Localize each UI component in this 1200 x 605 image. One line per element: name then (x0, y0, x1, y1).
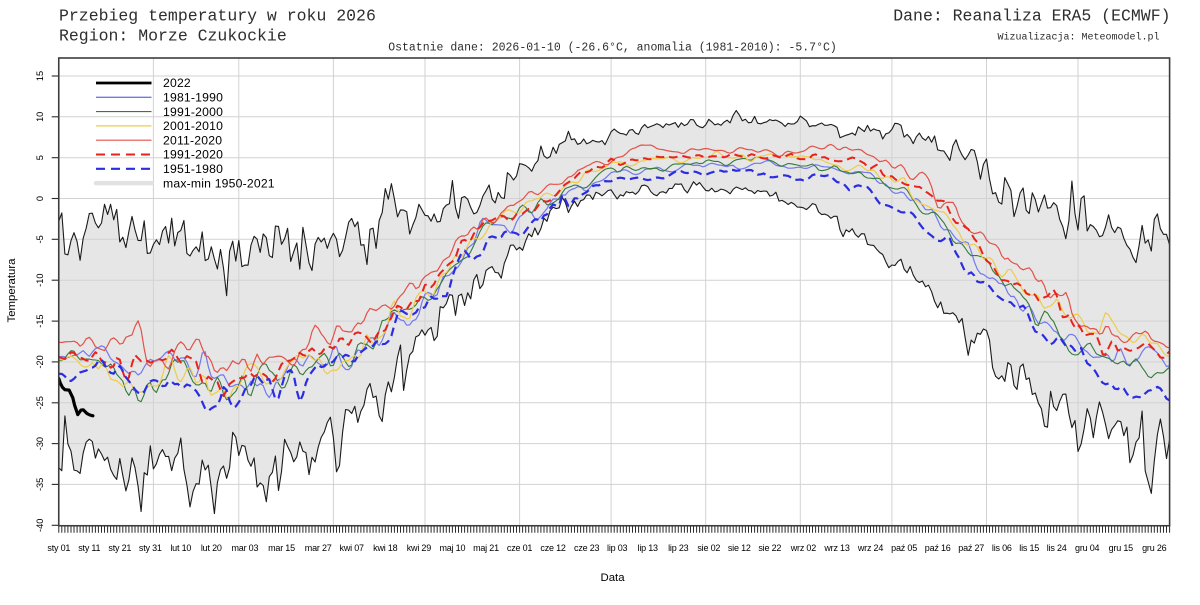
svg-text:paź 27: paź 27 (958, 543, 984, 553)
svg-text:sie 12: sie 12 (728, 543, 751, 553)
svg-text:maj 21: maj 21 (473, 543, 499, 553)
svg-text:paź 05: paź 05 (891, 543, 917, 553)
svg-text:sty 31: sty 31 (139, 543, 162, 553)
svg-text:gru 15: gru 15 (1109, 543, 1134, 553)
svg-text:2011-2020: 2011-2020 (163, 133, 222, 147)
svg-text:mar 15: mar 15 (268, 543, 295, 553)
svg-text:5: 5 (35, 155, 45, 160)
svg-text:kwi 29: kwi 29 (407, 543, 432, 553)
svg-text:cze 23: cze 23 (574, 543, 600, 553)
svg-text:-20: -20 (35, 355, 45, 368)
svg-text:sty 01: sty 01 (47, 543, 70, 553)
svg-text:lis 15: lis 15 (1019, 543, 1039, 553)
svg-text:-15: -15 (35, 314, 45, 327)
svg-text:paź 16: paź 16 (925, 543, 951, 553)
svg-text:cze 12: cze 12 (540, 543, 566, 553)
svg-text:1991-2000: 1991-2000 (163, 105, 223, 119)
svg-text:lis 24: lis 24 (1047, 543, 1067, 553)
svg-text:gru 04: gru 04 (1075, 543, 1100, 553)
svg-text:mar 03: mar 03 (231, 543, 258, 553)
svg-text:cze 01: cze 01 (507, 543, 533, 553)
svg-text:lip 03: lip 03 (607, 543, 628, 553)
svg-text:2001-2010: 2001-2010 (163, 119, 223, 133)
svg-text:1991-2020: 1991-2020 (163, 148, 223, 162)
svg-text:Dane: Reanaliza ERA5 (ECMWF): Dane: Reanaliza ERA5 (ECMWF) (893, 7, 1170, 26)
svg-text:sty 21: sty 21 (108, 543, 131, 553)
svg-text:2022: 2022 (163, 76, 191, 90)
svg-text:gru 26: gru 26 (1142, 543, 1167, 553)
svg-text:wrz 13: wrz 13 (823, 543, 850, 553)
svg-text:lip 23: lip 23 (668, 543, 689, 553)
svg-text:-10: -10 (35, 274, 45, 287)
svg-text:lip 13: lip 13 (638, 543, 659, 553)
svg-text:sty 11: sty 11 (78, 543, 100, 553)
svg-text:lut 10: lut 10 (170, 543, 191, 553)
svg-text:kwi 18: kwi 18 (373, 543, 398, 553)
svg-text:10: 10 (35, 112, 45, 122)
svg-text:lis 06: lis 06 (992, 543, 1012, 553)
svg-text:1951-1980: 1951-1980 (163, 162, 223, 176)
svg-text:mar 27: mar 27 (305, 543, 332, 553)
svg-text:Temperatura: Temperatura (6, 258, 18, 323)
svg-text:lut 20: lut 20 (201, 543, 222, 553)
svg-text:wrz 02: wrz 02 (790, 543, 817, 553)
svg-text:-25: -25 (35, 396, 45, 409)
svg-text:sie 22: sie 22 (758, 543, 781, 553)
svg-text:0: 0 (35, 196, 45, 201)
svg-text:Przebieg temperatury w roku 20: Przebieg temperatury w roku 2026 (59, 7, 376, 26)
svg-text:Data: Data (600, 572, 625, 584)
svg-text:Ostatnie dane: 2026-01-10 (-26: Ostatnie dane: 2026-01-10 (-26.6°C, anom… (388, 42, 837, 55)
svg-text:kwi 07: kwi 07 (340, 543, 365, 553)
svg-text:maj 10: maj 10 (439, 543, 465, 553)
svg-text:Region: Morze Czukockie: Region: Morze Czukockie (59, 27, 287, 46)
svg-text:-5: -5 (35, 235, 45, 243)
svg-text:wrz 24: wrz 24 (857, 543, 884, 553)
svg-text:sie 02: sie 02 (697, 543, 720, 553)
svg-text:-40: -40 (35, 519, 45, 532)
svg-text:Wizualizacja: Meteomodel.pl: Wizualizacja: Meteomodel.pl (997, 32, 1159, 44)
svg-text:15: 15 (35, 71, 45, 81)
svg-text:max-min 1950-2021: max-min 1950-2021 (163, 176, 275, 190)
svg-text:-35: -35 (35, 478, 45, 491)
svg-text:1981-1990: 1981-1990 (163, 91, 223, 105)
svg-text:-30: -30 (35, 437, 45, 450)
